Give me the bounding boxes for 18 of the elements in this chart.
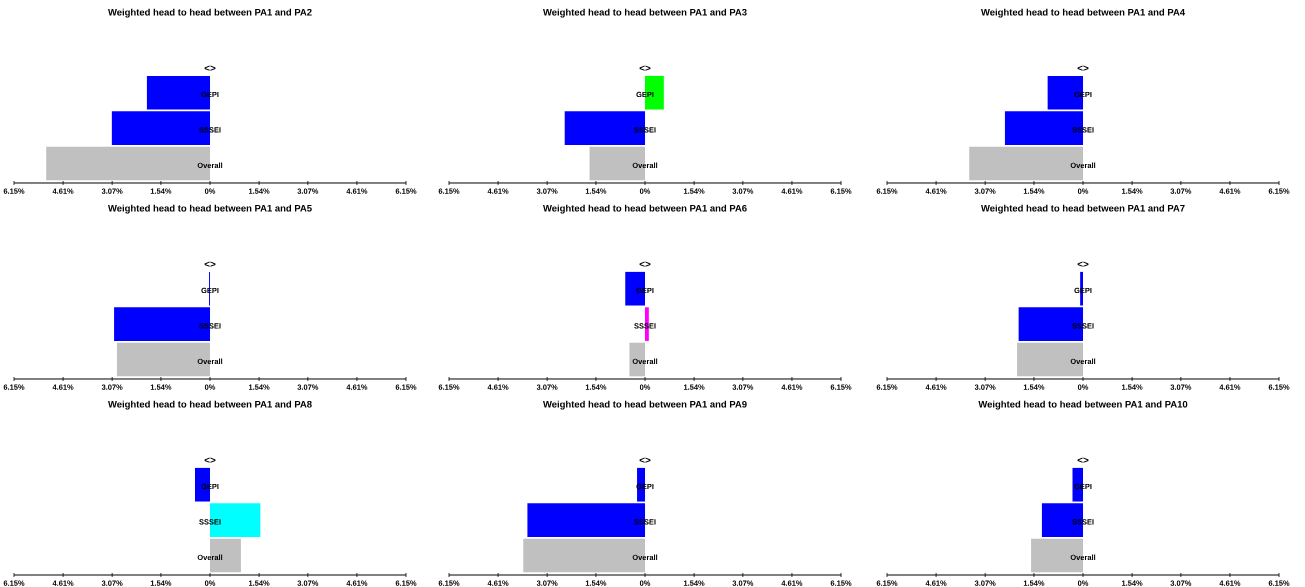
text: <> (1077, 261, 1089, 267)
text: <> (204, 65, 216, 71)
chart-title: Weighted head to head between PA1 and PA9 (543, 400, 747, 410)
text: <> (639, 65, 651, 71)
text: <> (204, 261, 216, 267)
text: <> (204, 457, 216, 463)
chart-title: Weighted head to head between PA1 and PA4 (981, 8, 1186, 18)
text: <> (639, 457, 651, 463)
text: <> (639, 261, 651, 267)
chart-title: Weighted head to head between PA1 and PA10 (978, 400, 1188, 410)
chart-title: Weighted head to head between PA1 and PA3 (543, 8, 747, 18)
chart-title: Weighted head to head between PA1 and PA7 (981, 204, 1185, 214)
text: <> (1077, 457, 1089, 463)
text: <> (1077, 65, 1089, 71)
chart-title: Weighted head to head between PA1 and PA8 (108, 400, 312, 410)
chart-title: Weighted head to head between PA1 and PA5 (108, 204, 312, 214)
chart-title: Weighted head to head between PA1 and PA2 (108, 8, 312, 18)
chart-title: Weighted head to head between PA1 and PA6 (543, 204, 747, 214)
